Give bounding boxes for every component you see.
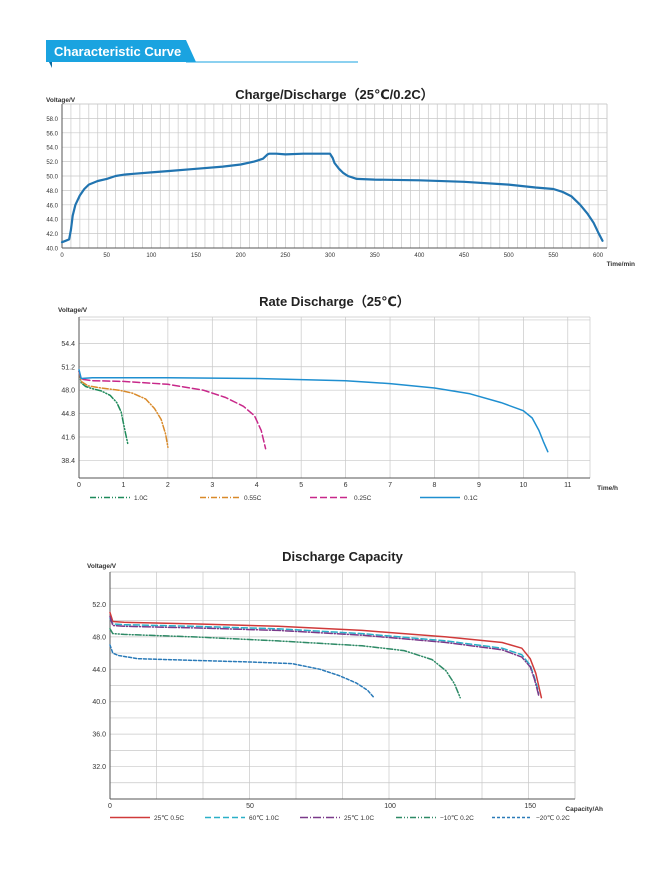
x-axis-label: Time/h [597, 485, 618, 492]
legend-label: −10℃ 0.2C [440, 814, 474, 822]
legend-label: 25℃ 0.5C [154, 814, 184, 822]
series-line-3 [78, 368, 549, 453]
y-tick-label: 48.0 [46, 189, 58, 195]
y-tick-label: 32.0 [92, 764, 106, 771]
banner-shape [46, 40, 196, 62]
legend-label: 0.25C [354, 495, 372, 502]
series-line-1 [109, 617, 540, 695]
series-line-0 [109, 611, 543, 699]
x-tick-label: 550 [548, 253, 559, 259]
y-tick-label: 52.0 [46, 160, 58, 166]
y-tick-label: 36.0 [92, 732, 106, 739]
y-tick-label: 54.4 [61, 341, 75, 348]
x-tick-label: 0 [77, 482, 81, 489]
y-tick-label: 51.2 [61, 364, 75, 371]
x-tick-label: 1 [121, 482, 125, 489]
x-tick-label: 100 [146, 253, 157, 259]
x-tick-label: 3 [210, 482, 214, 489]
x-tick-label: 350 [370, 253, 381, 259]
x-tick-label: 150 [191, 253, 202, 259]
y-tick-label: 44.8 [61, 411, 75, 418]
y-tick-label: 46.0 [46, 203, 58, 209]
y-tick-label: 40.0 [92, 699, 106, 706]
series-line-4 [109, 644, 375, 698]
x-tick-label: 5 [299, 482, 303, 489]
x-tick-label: 7 [388, 482, 392, 489]
x-tick-label: 0 [60, 253, 64, 259]
x-tick-label: 100 [384, 803, 396, 810]
y-tick-label: 52.0 [92, 602, 106, 609]
x-tick-label: 4 [255, 482, 259, 489]
banner-title: Characteristic Curve [54, 44, 181, 59]
y-tick-label: 44.0 [92, 667, 106, 674]
series-line-3 [109, 628, 461, 699]
x-tick-label: 8 [433, 482, 437, 489]
y-tick-label: 44.0 [46, 218, 58, 224]
section-banner: Characteristic Curve [46, 40, 358, 68]
x-tick-label: 50 [246, 803, 254, 810]
x-tick-label: 50 [103, 253, 110, 259]
x-axis-label: Time/min [607, 261, 635, 268]
legend-label: −20℃ 0.2C [536, 814, 570, 822]
legend-label: 1.0C [134, 495, 148, 502]
y-tick-label: 54.0 [46, 146, 58, 152]
legend-label: 60℃ 1.0C [249, 814, 279, 822]
y-tick-label: 58.0 [46, 117, 58, 123]
y-tick-label: 50.0 [46, 175, 58, 181]
series-line-0 [60, 152, 604, 244]
charge-discharge-chart: Charge/Discharge（25℃/0.2C） Voltage/V 0 50 10… [46, 87, 635, 268]
legend-label: 0.55C [244, 495, 262, 502]
x-tick-label: 250 [280, 253, 291, 259]
x-tick-label: 11 [564, 482, 571, 489]
banner-graphic: Characteristic Curve [46, 40, 358, 68]
chart-title: Charge/Discharge（25℃/0.2C） [235, 87, 434, 102]
y-tick-label: 56.0 [46, 131, 58, 137]
y-tick-label: 42.0 [46, 232, 58, 238]
chart-title: Discharge Capacity [282, 549, 403, 564]
x-tick-label: 300 [325, 253, 336, 259]
x-tick-label: 500 [504, 253, 515, 259]
grid [61, 103, 608, 249]
series-line-0 [78, 370, 129, 446]
y-axis-label: Voltage/V [46, 97, 76, 104]
y-tick-label: 38.4 [61, 458, 75, 465]
y-tick-label: 41.6 [61, 435, 75, 442]
legend-label: 0.1C [464, 495, 478, 502]
x-tick-label: 400 [414, 253, 425, 259]
x-tick-label: 6 [344, 482, 348, 489]
x-tick-label: 600 [593, 253, 604, 259]
x-axis-label: Capacity/Ah [565, 806, 603, 813]
chart-title: Rate Discharge（25℃） [259, 294, 410, 309]
x-tick-label: 10 [519, 482, 527, 489]
y-tick-label: 40.0 [46, 247, 58, 253]
x-tick-label: 9 [477, 482, 481, 489]
rate-discharge-chart: Rate Discharge（25℃） Voltage/V 0 1 2 3 4 5 6 7 8 9 10… [58, 294, 618, 502]
series-line-2 [109, 615, 540, 696]
y-tick-label: 48.0 [61, 388, 75, 395]
x-tick-label: 0 [108, 803, 112, 810]
x-tick-label: 200 [236, 253, 247, 259]
x-tick-label: 2 [166, 482, 170, 489]
y-tick-label: 48.0 [92, 634, 106, 641]
legend-label: 25℃ 1.0C [344, 814, 374, 822]
grid [109, 571, 576, 800]
y-axis-label: Voltage/V [87, 563, 117, 570]
series-line-1 [78, 370, 169, 449]
x-tick-label: 150 [524, 803, 536, 810]
discharge-capacity-chart: Discharge Capacity Voltage/V 0 50 100 150 32.0… [87, 549, 603, 822]
x-tick-label: 450 [459, 253, 470, 259]
series-line-2 [78, 370, 267, 450]
y-axis-label: Voltage/V [58, 307, 88, 314]
grid [78, 316, 591, 478]
